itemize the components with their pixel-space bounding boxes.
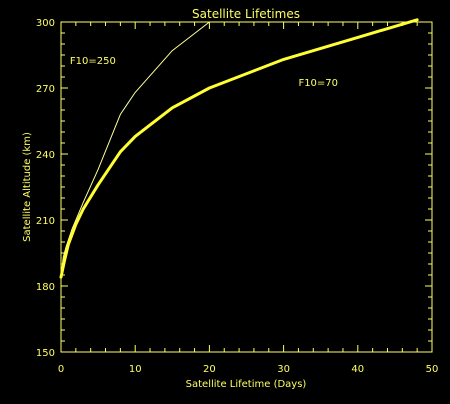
- y-tick-label: 240: [36, 150, 55, 161]
- x-tick-label: 50: [426, 364, 439, 375]
- series-lines: [59, 18, 419, 279]
- y-tick-label: 150: [36, 348, 55, 359]
- x-tick-label: 30: [277, 364, 290, 375]
- y-tick-label: 270: [36, 84, 55, 95]
- y-tick-label: 300: [36, 18, 55, 29]
- y-tick-label: 210: [36, 216, 55, 227]
- chart-title: Satellite Lifetimes: [192, 7, 300, 21]
- axis-ticks: 0 10 20 30 40 50 150 180 210 240 270 300: [36, 18, 438, 375]
- x-axis-label: Satellite Lifetime (Days): [186, 379, 307, 390]
- x-tick-label: 40: [351, 364, 364, 375]
- series-annotation-label: F10=250: [70, 56, 116, 67]
- y-tick-label: 180: [36, 282, 55, 293]
- y-axis-label: Satellite Altitude (km): [22, 132, 33, 242]
- series-annotation-label: F10=70: [298, 78, 338, 89]
- series-annotations: F10=250 F10=70: [70, 56, 338, 89]
- x-tick-label: 20: [203, 364, 216, 375]
- x-tick-label: 10: [129, 364, 142, 375]
- series-line-1: [59, 18, 419, 279]
- series-line-0: [60, 21, 210, 278]
- x-tick-label: 0: [58, 364, 64, 375]
